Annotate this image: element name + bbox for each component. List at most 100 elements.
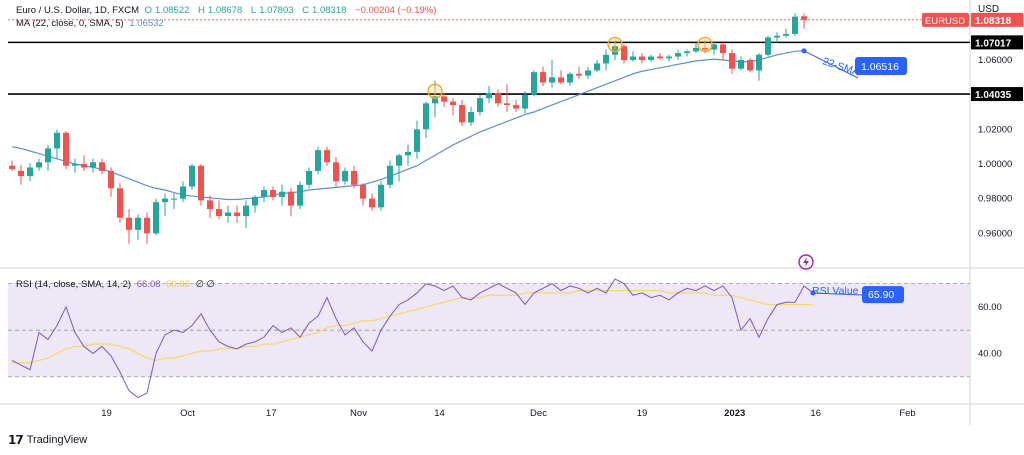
candle-body [171, 198, 177, 200]
candle-body [117, 188, 123, 218]
candle-body [603, 54, 609, 64]
candle-body [594, 63, 600, 71]
ma-annotation-text: 22-SMA [821, 55, 861, 78]
low-label: L [250, 5, 257, 16]
time-axis-tick-label: Nov [350, 408, 367, 419]
candle-body [351, 170, 357, 185]
candle-body [27, 167, 33, 177]
candle-body [531, 72, 537, 95]
time-axis-tick-label: 2023 [724, 408, 745, 419]
candle-body [378, 184, 384, 208]
candle-body [396, 155, 402, 166]
rsi-value-label: 65.90 [868, 289, 894, 301]
candle-body [387, 165, 393, 185]
price-change: −0.00204 (−0.19%) [355, 5, 437, 16]
price-axis-tick-label: 0.98000 [978, 194, 1012, 205]
candle-body [225, 212, 231, 216]
open-label: O [144, 5, 153, 16]
candle-body [711, 44, 717, 50]
time-axis-tick-label: Feb [899, 408, 915, 419]
candle-body [621, 46, 627, 60]
candle-body [765, 37, 771, 55]
ohlc-open: O 1.08522 [145, 5, 193, 16]
alert-bolt-icon [798, 254, 814, 270]
rsi-band-background [8, 283, 970, 377]
ohlc-close: C 1.08318 [302, 5, 349, 16]
rsi-line [11, 278, 814, 399]
candle-body [495, 92, 501, 104]
time-axis-tick-label: 16 [810, 408, 821, 419]
rsi-value-box [862, 286, 904, 304]
candle-body [657, 56, 663, 59]
candle-body [684, 51, 690, 54]
candle-body [639, 56, 645, 60]
candle-body [441, 96, 447, 102]
horizontal-level-label: 1.07017 [975, 38, 1012, 49]
close-value: 1.08318 [312, 5, 347, 16]
candle-body [36, 162, 42, 168]
ma-legend: MA (22, close, 0, SMA, 5) 1.06532 [16, 18, 167, 29]
ma-line [11, 50, 805, 201]
candle-body [414, 129, 420, 152]
candle-body [468, 112, 474, 123]
candle-body [540, 72, 546, 83]
candle-body [792, 16, 798, 34]
candle-body [198, 165, 204, 201]
ma-value-box [855, 57, 907, 76]
candle-body [576, 73, 582, 76]
rsi-legend-extra: ∅ ∅ [195, 279, 215, 290]
candle-body [513, 105, 519, 109]
candle-body [423, 103, 429, 130]
candle-body [504, 103, 510, 106]
candle-body [297, 184, 303, 206]
price-axis-tick-label: 1.00000 [978, 159, 1012, 170]
candle-body [774, 35, 780, 38]
symbol-tag-label: EURUSD [925, 16, 965, 27]
candle-body [360, 184, 366, 199]
time-axis-tick-label: 17 [266, 408, 277, 419]
candle-body [252, 196, 258, 206]
candle-body [261, 190, 267, 197]
candle-body [63, 132, 69, 166]
rsi-axis-tick-label: 60.00 [978, 302, 1002, 313]
candle-body [801, 16, 807, 20]
open-value: 1.08522 [155, 5, 190, 16]
candle-body [720, 44, 726, 54]
candle-body [666, 56, 672, 59]
rsi-sma-line [12, 290, 813, 364]
time-axis-tick-label: 19 [637, 408, 648, 419]
horizontal-level-tag [971, 87, 1023, 102]
rsi-callout-line [812, 292, 866, 296]
price-axis-tick-label: 1.06000 [978, 55, 1012, 66]
candle-body [99, 162, 105, 171]
candle-body [72, 164, 78, 166]
candle-body [126, 217, 132, 230]
rsi-legend-sma-value: 60.83 [166, 279, 190, 290]
last-price-label: 1.08318 [975, 16, 1012, 27]
candle-body [729, 53, 735, 69]
alert-bolt-glyph [803, 257, 809, 267]
candle-body [180, 186, 186, 199]
candle-body [549, 77, 555, 83]
candle-body [144, 217, 150, 234]
horizontal-level-tag [971, 35, 1023, 50]
candle-body [306, 170, 312, 185]
candle-body [630, 56, 636, 60]
rsi-annotation-text: RSI Value [812, 285, 859, 297]
candle-body [270, 190, 276, 197]
candle-body [216, 209, 222, 216]
ma-callout-line [803, 50, 859, 79]
time-axis-tick-label: 19 [101, 408, 112, 419]
tradingview-brand[interactable]: 𝟭𝟳 TradingView [8, 433, 87, 447]
tradingview-brand-name: TradingView [26, 434, 88, 446]
ma-value-label: 1.06516 [861, 61, 899, 73]
candle-body [369, 198, 375, 208]
candle-body [477, 98, 483, 112]
high-label: H [198, 5, 205, 16]
candle-body [153, 202, 159, 234]
candle-body [333, 162, 339, 182]
time-axis-tick-label: Dec [530, 408, 547, 419]
horizontal-level-label: 1.04035 [975, 90, 1012, 101]
